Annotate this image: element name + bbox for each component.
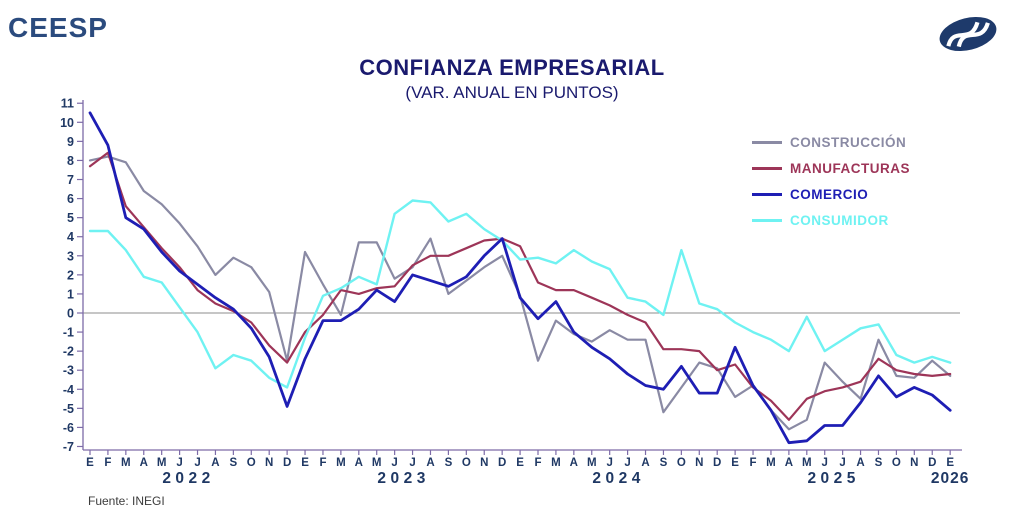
legend-item: CONSTRUCCIÓN	[752, 129, 910, 155]
month-label: N	[265, 457, 273, 469]
month-label: D	[283, 457, 291, 469]
ceesp-wordmark: CEESP	[8, 12, 108, 43]
year-label: 2026	[931, 470, 969, 487]
y-axis-label: 2	[67, 268, 74, 282]
month-label: S	[660, 457, 668, 469]
month-label: J	[839, 457, 845, 469]
legend-label: COMERCIO	[790, 186, 869, 202]
month-label: N	[910, 457, 918, 469]
month-label: D	[713, 457, 721, 469]
month-label: M	[551, 457, 561, 469]
year-label: 2025	[807, 470, 859, 487]
month-label: A	[785, 457, 793, 469]
year-label: 2023	[377, 470, 429, 487]
y-axis-label: 1	[67, 287, 74, 301]
month-label: E	[731, 457, 739, 469]
month-label: M	[802, 457, 812, 469]
month-label: N	[480, 457, 488, 469]
month-label: O	[677, 457, 686, 469]
month-label: E	[516, 457, 524, 469]
y-axis-label: 3	[67, 249, 74, 263]
month-label: E	[946, 457, 954, 469]
month-label: A	[570, 457, 578, 469]
y-axis-label: -7	[63, 440, 74, 454]
month-label: A	[426, 457, 434, 469]
legend-line-swatch	[752, 218, 782, 222]
month-label: S	[875, 457, 883, 469]
y-axis-label: 5	[67, 211, 74, 225]
legend: CONSTRUCCIÓN MANUFACTURAS COMERCIO CONSUMID…	[752, 129, 910, 233]
month-label: J	[624, 457, 630, 469]
month-label: M	[157, 457, 167, 469]
year-label: 2024	[592, 470, 644, 487]
month-label: S	[445, 457, 453, 469]
month-label: M	[121, 457, 131, 469]
y-axis-label: -1	[63, 326, 74, 340]
y-axis-label: -3	[63, 364, 74, 378]
month-label: A	[641, 457, 649, 469]
month-label: E	[301, 457, 309, 469]
legend-item: MANUFACTURAS	[752, 155, 910, 181]
month-label: D	[928, 457, 936, 469]
month-label: A	[211, 457, 219, 469]
legend-item: CONSUMIDOR	[752, 207, 910, 233]
month-label: J	[176, 457, 182, 469]
month-label: N	[695, 457, 703, 469]
month-label: M	[587, 457, 597, 469]
y-axis-label: 10	[60, 116, 74, 130]
month-label: F	[534, 457, 541, 469]
month-label: A	[140, 457, 148, 469]
month-label: J	[391, 457, 397, 469]
y-axis-label: -6	[63, 421, 74, 435]
year-label: 2022	[162, 470, 214, 487]
month-label: M	[372, 457, 382, 469]
month-label: F	[750, 457, 757, 469]
month-label: J	[409, 457, 415, 469]
y-axis-label: 8	[67, 154, 74, 168]
y-axis-label: 4	[67, 230, 74, 244]
y-axis-label: -2	[63, 345, 74, 359]
series-line-consumidor	[88, 199, 952, 389]
legend-item: COMERCIO	[752, 181, 910, 207]
month-label: D	[498, 457, 506, 469]
legend-line-swatch	[752, 166, 782, 170]
month-label: M	[336, 457, 346, 469]
month-label: O	[462, 457, 471, 469]
series-line-comercio	[88, 111, 952, 445]
month-label: O	[892, 457, 901, 469]
y-axis-label: -5	[63, 402, 74, 416]
month-label: J	[822, 457, 828, 469]
y-axis-label: 0	[67, 307, 74, 321]
legend-label: MANUFACTURAS	[790, 160, 910, 176]
source-note: Fuente: INEGI	[88, 494, 165, 508]
y-axis-label: 11	[61, 97, 74, 111]
chart-subtitle: (VAR. ANUAL EN PUNTOS)	[405, 83, 619, 102]
y-axis-label: 7	[67, 173, 74, 187]
legend-line-swatch	[752, 140, 782, 144]
month-label: S	[230, 457, 238, 469]
y-axis-label: 6	[67, 192, 74, 206]
legend-label: CONSTRUCCIÓN	[790, 134, 907, 150]
month-label: A	[355, 457, 363, 469]
chart-title: CONFIANZA EMPRESARIAL	[359, 55, 665, 80]
month-label: O	[247, 457, 256, 469]
month-label: J	[606, 457, 612, 469]
month-label: M	[766, 457, 776, 469]
y-axis-label: -4	[63, 383, 74, 397]
month-label: E	[86, 457, 94, 469]
month-label: J	[194, 457, 200, 469]
legend-label: CONSUMIDOR	[790, 212, 889, 228]
month-label: F	[104, 457, 111, 469]
month-label: A	[856, 457, 864, 469]
ceesp-swoosh-logo-icon	[939, 16, 997, 52]
legend-line-swatch	[752, 192, 782, 196]
month-label: F	[319, 457, 326, 469]
y-axis-label: 9	[67, 135, 74, 149]
